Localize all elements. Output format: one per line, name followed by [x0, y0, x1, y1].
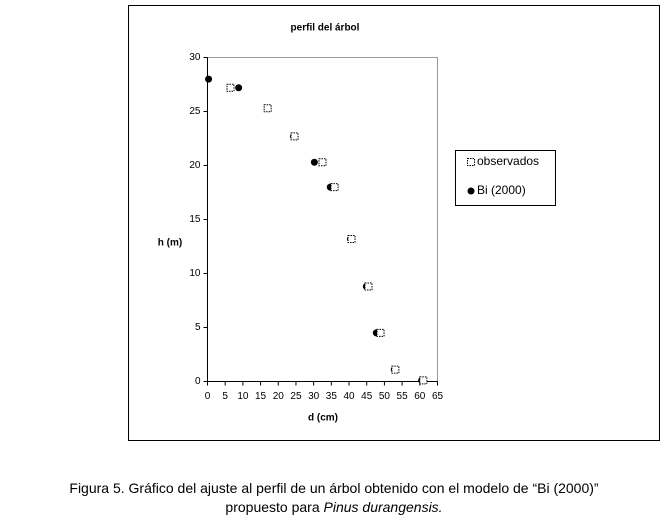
data-point	[290, 132, 299, 141]
data-point	[376, 328, 385, 337]
data-point	[347, 234, 356, 243]
x-tick-label: 15	[255, 391, 267, 402]
x-tick-label: 50	[379, 391, 391, 402]
x-axis-label: d (cm)	[308, 413, 338, 424]
plot-area	[207, 57, 438, 382]
data-point	[318, 158, 327, 167]
x-tick-label: 60	[414, 391, 426, 402]
y-tick-label: 0	[195, 376, 201, 387]
chart-title: perfil del árbol	[291, 23, 360, 34]
x-tick-label: 55	[397, 391, 409, 402]
data-point	[226, 83, 235, 92]
y-tick-label: 15	[189, 214, 201, 225]
chart: perfil del árbol h (m) d (cm) 0510152025…	[128, 5, 660, 441]
data-point	[235, 84, 243, 92]
y-tick-label: 20	[189, 160, 201, 171]
data-point	[263, 104, 272, 113]
y-axis-label: h (m)	[158, 238, 182, 249]
x-tick-label: 35	[326, 391, 338, 402]
legend-label: observados	[477, 154, 539, 168]
x-tick-label: 0	[205, 391, 211, 402]
legend-marker	[467, 187, 475, 195]
x-tick-label: 65	[432, 391, 444, 402]
caption-line2: propuesto para Pinus durangensis.	[0, 499, 668, 515]
data-point	[364, 282, 373, 291]
y-tick-label: 5	[195, 322, 201, 333]
data-point	[419, 376, 428, 385]
data-point	[205, 75, 213, 83]
y-tick-label: 25	[189, 106, 201, 117]
x-tick-label: 45	[361, 391, 373, 402]
legend-marker	[467, 158, 475, 166]
species-name: Pinus durangensis.	[323, 499, 443, 515]
x-tick-label: 10	[237, 391, 249, 402]
x-tick-label: 25	[290, 391, 302, 402]
y-tick-label: 30	[189, 52, 201, 63]
x-tick-label: 5	[222, 391, 228, 402]
x-tick-label: 20	[273, 391, 285, 402]
caption-text: propuesto para	[225, 499, 320, 515]
data-point	[330, 183, 339, 192]
data-point	[391, 365, 400, 374]
legend-label: Bi (2000)	[477, 183, 526, 197]
caption-line1: Figura 5. Gráfico del ajuste al perfil d…	[69, 480, 599, 496]
data-point	[310, 158, 318, 166]
y-tick-label: 10	[189, 268, 201, 279]
x-tick-label: 30	[308, 391, 320, 402]
x-tick-label: 40	[343, 391, 355, 402]
